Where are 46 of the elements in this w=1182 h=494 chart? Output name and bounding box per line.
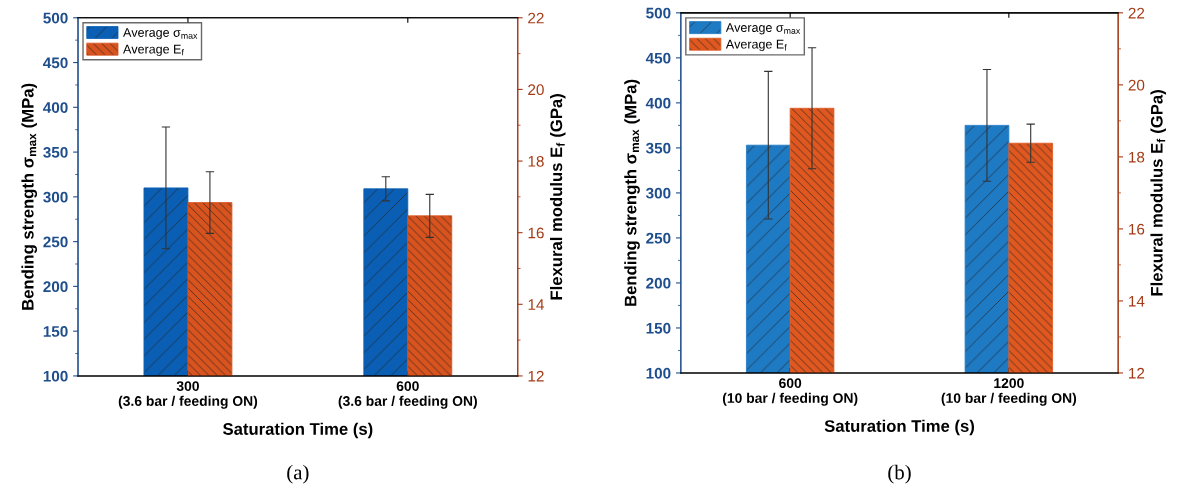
y2-tick-label: 16 (1129, 223, 1145, 235)
x-tick-label: 1200 (10 bar / feeding ON) (941, 378, 1077, 406)
legend-label: Average σ$_{max}$ (725, 23, 801, 35)
y2-tick-label: 20 (1128, 79, 1145, 91)
y-tick-label: 300 (43, 191, 68, 203)
y2-axis-title: Flexural modulus E$_{f}$ (GPa) (1150, 90, 1166, 296)
y-axis-title: Bending strength σ$_{max}$ (MPa) (624, 79, 640, 306)
x-axis-title: Saturation Time (s) (223, 422, 373, 439)
y-tick-label: 500 (646, 7, 671, 19)
y-tick-label: 300 (645, 187, 671, 199)
y2-tick-label: 14 (528, 299, 544, 310)
legend-label: Average E$_{f}$ (123, 44, 184, 56)
y2-tick-label: 20 (528, 84, 544, 96)
y-tick-label: 150 (43, 326, 68, 337)
y-axis-title: Bending strength σ$_{max}$ (MPa) (21, 83, 38, 310)
y-tick-label: 350 (645, 142, 671, 154)
y2-tick-label: 18 (528, 155, 544, 167)
y2-tick-label: 18 (1129, 151, 1145, 163)
y-tick-label: 200 (646, 277, 671, 289)
text: (a) (287, 464, 309, 484)
y-tick-label: 150 (646, 322, 671, 334)
y-tick-label: 450 (43, 57, 68, 69)
y-tick-label: 100 (43, 370, 68, 382)
y-tick-label: 100 (646, 367, 671, 379)
y2-tick-label: 16 (528, 227, 544, 239)
text: (b) (888, 464, 911, 484)
x-tick-label: 600 (10 bar / feeding ON) (722, 378, 858, 406)
y2-tick-label: 14 (1129, 295, 1145, 307)
y-tick-label: 450 (645, 52, 671, 64)
y-tick-label: 400 (645, 97, 671, 109)
legend-label: Average σ$_{max}$ (123, 28, 198, 40)
y-tick-label: 250 (43, 236, 68, 248)
y-tick-label: 250 (646, 232, 671, 244)
y2-axis-title: Flexural modulus E$_{f}$ (GPa) (549, 94, 566, 300)
x-axis-title: Saturation Time (s) (824, 419, 974, 436)
y2-tick-label: 12 (1129, 367, 1145, 379)
x-tick-label: 300 (3.6 bar / feeding ON) (118, 381, 258, 409)
y-tick-label: 500 (43, 12, 68, 24)
y2-tick-label: 22 (1128, 7, 1145, 19)
y-tick-label: 200 (43, 281, 68, 293)
x-tick-label: 600 (3.6 bar / feeding ON) (338, 381, 477, 409)
y2-tick-label: 22 (528, 12, 544, 24)
legend-label: Average E$_{f}$ (725, 39, 787, 52)
y-tick-label: 350 (43, 146, 68, 158)
y2-tick-label: 12 (528, 370, 544, 382)
y-tick-label: 400 (43, 102, 68, 114)
